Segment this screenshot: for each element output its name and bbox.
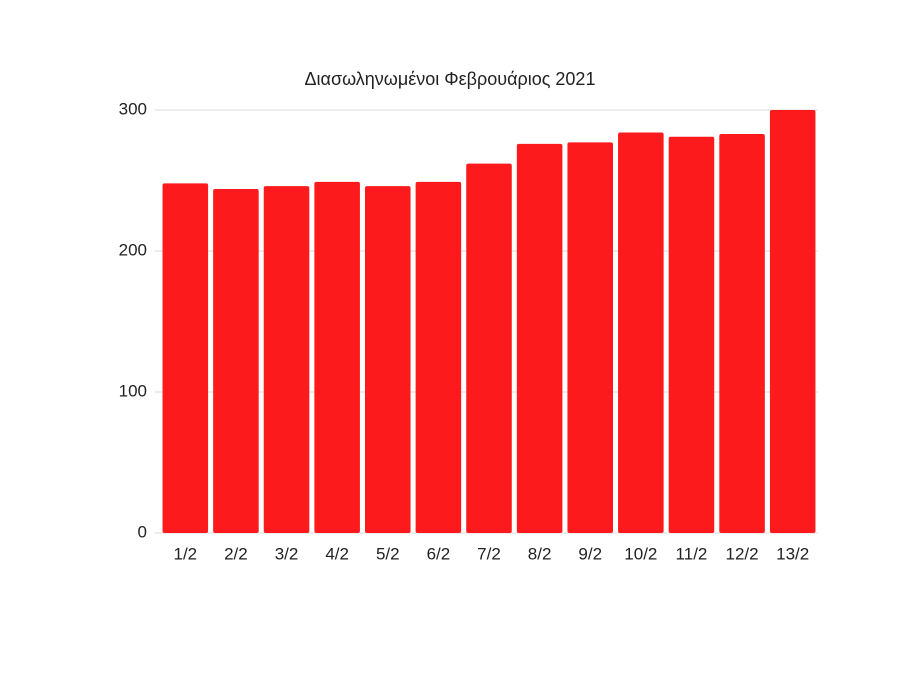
bar <box>769 110 816 533</box>
x-tick-label: 10/2 <box>624 544 657 563</box>
x-tick-label: 4/2 <box>325 544 349 563</box>
x-tick-label: 5/2 <box>376 544 400 563</box>
bar <box>314 181 360 533</box>
y-tick-label: 300 <box>119 99 147 118</box>
bar <box>213 188 259 533</box>
x-tick-label: 11/2 <box>676 544 708 563</box>
x-tick-label: 13/2 <box>776 544 809 563</box>
y-tick-label: 0 <box>138 522 147 541</box>
y-tick-label: 100 <box>119 381 147 400</box>
bar <box>567 142 614 533</box>
x-tick-label: 6/2 <box>427 544 451 563</box>
bar <box>415 181 462 533</box>
x-tick-label: 2/2 <box>224 544 248 563</box>
y-tick-label: 200 <box>119 240 147 259</box>
chart-title: Διασωληνωμένοι Φεβρουάριος 2021 <box>305 69 596 89</box>
bar <box>668 136 715 534</box>
x-tick-label: 7/2 <box>477 544 501 563</box>
bar <box>162 183 209 533</box>
x-tick-label: 1/2 <box>173 544 197 563</box>
bar <box>263 186 310 533</box>
bar <box>364 186 411 533</box>
x-tick-label: 3/2 <box>275 544 299 563</box>
bar <box>618 132 664 533</box>
x-tick-label: 8/2 <box>528 544 552 563</box>
bar <box>719 133 765 533</box>
bar <box>466 163 512 533</box>
bar <box>516 143 563 533</box>
x-tick-label: 9/2 <box>578 544 602 563</box>
x-tick-label: 12/2 <box>726 544 759 563</box>
